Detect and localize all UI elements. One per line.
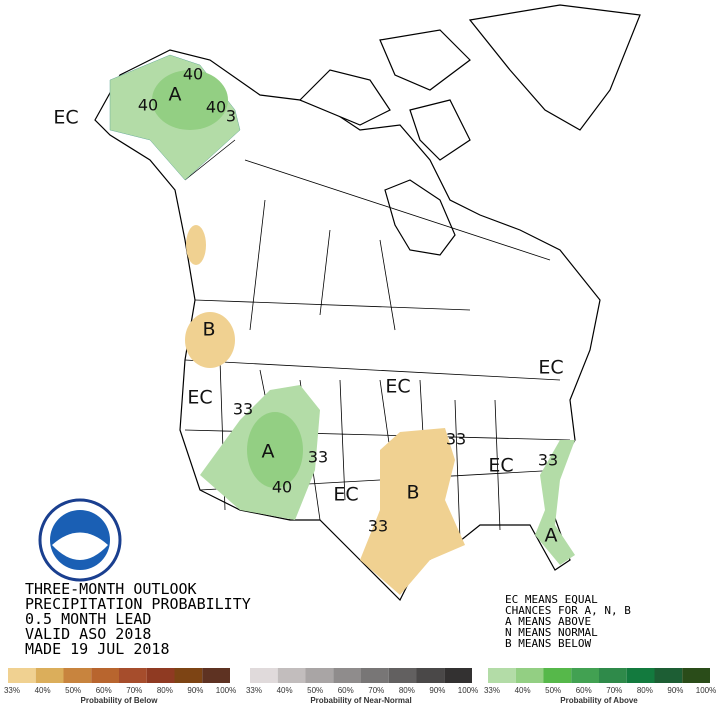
scale-box: [361, 668, 389, 683]
scale-label: 60%: [576, 686, 592, 695]
scale-box: [174, 668, 203, 683]
scale-label: 80%: [399, 686, 415, 695]
above-region: [535, 440, 575, 565]
scale-label: 90%: [429, 686, 445, 695]
scale-label: 50%: [545, 686, 561, 695]
map-label: EC: [333, 484, 358, 506]
map-label: 33: [233, 400, 253, 419]
scale-label: 90%: [187, 686, 203, 695]
noaa-logo: [52, 532, 108, 560]
scale-label: 100%: [696, 686, 716, 695]
scale-box: [626, 668, 655, 683]
scale-box: [35, 668, 64, 683]
scale-box: [515, 668, 544, 683]
map-label: 40: [138, 96, 158, 115]
map-label: 40: [206, 98, 226, 117]
scale-box: [571, 668, 599, 683]
scale-box: [333, 668, 361, 683]
scale-box: [682, 668, 710, 683]
scale-label: 40%: [515, 686, 531, 695]
scale-label: 70%: [368, 686, 384, 695]
scale-box: [543, 668, 572, 683]
scale-box: [654, 668, 683, 683]
above-region: [152, 70, 228, 130]
scale-box: [250, 668, 278, 683]
scale-box: [146, 668, 175, 683]
map-label: B: [406, 482, 419, 504]
map-label: 33: [368, 517, 388, 536]
scale-label: 33%: [246, 686, 262, 695]
key-line: B MEANS BELOW: [505, 637, 591, 650]
map-label: 33: [446, 430, 466, 449]
scale-label: 70%: [606, 686, 622, 695]
scale-title: Probability of Near-Normal: [310, 696, 411, 705]
title-line: 0.5 MONTH LEAD: [25, 610, 151, 628]
arctic-islands: [298, 29, 471, 161]
scale-label: 90%: [667, 686, 683, 695]
scale-label: 33%: [4, 686, 20, 695]
scale-box: [488, 668, 516, 683]
below-region: [360, 428, 465, 595]
map-label: EC: [488, 455, 513, 477]
map-label: 40: [272, 478, 292, 497]
scale-label: 60%: [96, 686, 112, 695]
scale-label: 100%: [216, 686, 236, 695]
scale-label: 70%: [126, 686, 142, 695]
scale-label: 40%: [35, 686, 51, 695]
scale-label: 100%: [458, 686, 478, 695]
map-label: 33: [538, 451, 558, 470]
map-label: 40: [183, 65, 203, 84]
map-label: EC: [385, 376, 410, 398]
scale-box: [202, 668, 230, 683]
scale-box: [8, 668, 36, 683]
map-label: B: [202, 319, 215, 341]
title-line: VALID ASO 2018: [25, 625, 151, 643]
key-line: CHANCES FOR A, N, B: [505, 604, 631, 617]
above-region: [247, 412, 303, 488]
key-line: EC MEANS EQUAL: [505, 593, 598, 606]
key-line: A MEANS ABOVE: [505, 615, 591, 628]
scale-label: 33%: [484, 686, 500, 695]
scale-label: 80%: [637, 686, 653, 695]
greenland: [468, 4, 641, 131]
map-label: 3: [226, 107, 236, 126]
below-region: [186, 225, 206, 265]
scale-label: 80%: [157, 686, 173, 695]
map-label: A: [169, 84, 182, 106]
map-label: 33: [308, 448, 328, 467]
scale-box: [277, 668, 306, 683]
scale-box: [444, 668, 472, 683]
scale-title: Probability of Above: [560, 696, 638, 705]
key-line: N MEANS NORMAL: [505, 626, 598, 639]
scale-box: [305, 668, 334, 683]
scale-box: [119, 668, 147, 683]
scale-box: [91, 668, 119, 683]
scale-box: [416, 668, 445, 683]
map-label: A: [262, 441, 275, 463]
map-label: EC: [53, 107, 78, 129]
scale-label: 40%: [277, 686, 293, 695]
scale-label: 60%: [338, 686, 354, 695]
title-line: PRECIPITATION PROBABILITY: [25, 595, 251, 613]
map-label: EC: [538, 357, 563, 379]
scale-title: Probability of Below: [81, 696, 159, 705]
scale-box: [63, 668, 92, 683]
below-region: [185, 312, 235, 368]
map-label: A: [545, 525, 558, 547]
scale-label: 50%: [65, 686, 81, 695]
scale-label: 50%: [307, 686, 323, 695]
title-line: THREE-MONTH OUTLOOK: [25, 580, 197, 598]
scale-box: [388, 668, 417, 683]
title-line: MADE 19 JUL 2018: [25, 640, 170, 658]
scale-box: [599, 668, 627, 683]
map-label: EC: [187, 387, 212, 409]
color-scales: 33% 40% 50% 60% 70% 80% 90% 100% Probability of …: [4, 668, 716, 705]
